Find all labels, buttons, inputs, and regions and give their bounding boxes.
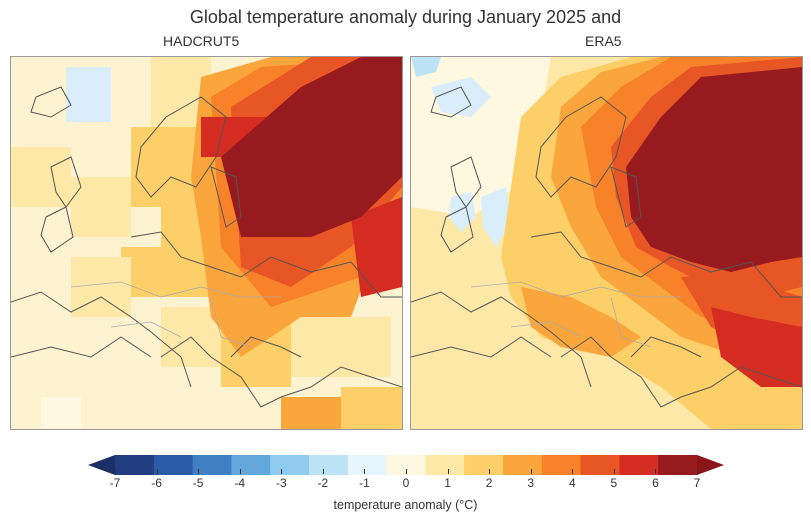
colorbar-tick-label: 3 bbox=[527, 476, 535, 490]
colorbar-tick-label: -3 bbox=[275, 476, 287, 490]
colorbar-tickmark bbox=[447, 469, 449, 474]
colorbar-cell bbox=[153, 455, 194, 475]
colorbar-tick-label: 4 bbox=[568, 476, 576, 490]
colorbar-tick-label: -7 bbox=[109, 476, 121, 490]
colorbar-cell bbox=[619, 455, 659, 475]
colorbar-tickmark bbox=[364, 469, 366, 474]
colorbar-cell bbox=[464, 455, 504, 475]
colorbar-cell bbox=[115, 455, 155, 475]
colorbar-tick-label: 0 bbox=[402, 476, 410, 490]
colorbar-tick-label: 2 bbox=[485, 476, 493, 490]
colorbar-tick-label: 7 bbox=[693, 476, 701, 490]
colorbar-tick-label: -4 bbox=[234, 476, 246, 490]
colorbar-tick-label: -1 bbox=[359, 476, 370, 490]
colorbar-cell bbox=[580, 455, 620, 475]
colorbar-cell bbox=[231, 455, 271, 475]
colorbar-tick-label: 1 bbox=[444, 476, 451, 490]
colorbar-tickmark bbox=[322, 469, 324, 474]
map-era5 bbox=[410, 56, 803, 430]
colorbar-tickmark bbox=[655, 469, 657, 474]
colorbar-extend-high bbox=[697, 455, 724, 475]
colorbar-tick-label: 5 bbox=[610, 476, 618, 490]
colorbar-label: temperature anomaly (°C) bbox=[333, 498, 478, 512]
colorbar-cell bbox=[503, 455, 543, 475]
colorbar-tickmark bbox=[489, 469, 491, 474]
colorbar-cell bbox=[347, 455, 388, 475]
colorbar-tickmark bbox=[239, 469, 241, 474]
colorbar-tick-label: -2 bbox=[317, 476, 329, 490]
figure-title: Global temperature anomaly during Januar… bbox=[189, 7, 622, 27]
panel-title-era5: ERA5 bbox=[585, 33, 622, 49]
panel-title-hadcrut5: HADCRUT5 bbox=[163, 33, 240, 49]
colorbar-cell bbox=[658, 455, 698, 475]
colorbar-tick-label: -6 bbox=[151, 476, 162, 490]
colorbar-tick-label: 6 bbox=[652, 476, 659, 490]
colorbar-cell bbox=[309, 455, 349, 475]
colorbar bbox=[88, 455, 724, 475]
colorbar-tickmark bbox=[530, 469, 532, 474]
colorbar-cell bbox=[270, 455, 310, 475]
colorbar-tickmark bbox=[281, 469, 283, 474]
colorbar-tickmark bbox=[406, 469, 407, 474]
map-hadcrut5 bbox=[10, 56, 403, 430]
colorbar-extend-low bbox=[88, 455, 115, 475]
colorbar-tickmark bbox=[697, 469, 698, 474]
colorbar-tick-label: -5 bbox=[192, 476, 204, 490]
colorbar-tickmark bbox=[613, 469, 615, 474]
colorbar-tickmark bbox=[198, 469, 200, 474]
colorbar-tickmark bbox=[156, 469, 158, 474]
colorbar-cell bbox=[386, 455, 426, 475]
colorbar-tickmark bbox=[572, 469, 574, 474]
colorbar-cell bbox=[425, 455, 465, 475]
colorbar-cell bbox=[192, 455, 232, 475]
colorbar-cell bbox=[541, 455, 582, 475]
colorbar-tickmark bbox=[115, 469, 116, 474]
